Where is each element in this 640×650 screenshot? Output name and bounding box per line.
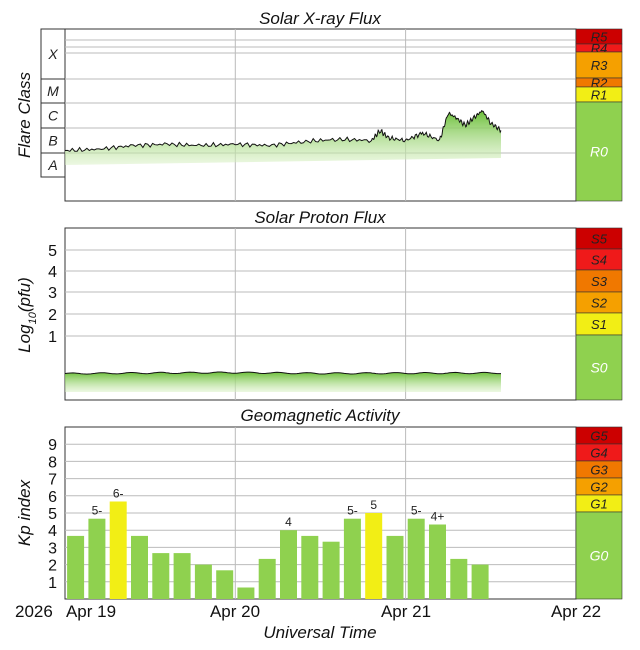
kp-bar bbox=[386, 535, 404, 599]
geomag-gridlines bbox=[65, 427, 576, 599]
geomag-panel: Geomagnetic Activity Kp index 987654321 … bbox=[15, 406, 623, 600]
geomag-ylabel: Kp index bbox=[15, 479, 34, 546]
kp-y-tick: 7 bbox=[48, 472, 57, 489]
proton-flux-line bbox=[64, 371, 501, 375]
proton-ylabel: Log10(pfu) bbox=[15, 277, 39, 353]
kp-bar-label: 5- bbox=[411, 504, 422, 518]
kp-bar bbox=[109, 501, 127, 599]
kp-bar bbox=[237, 587, 255, 599]
kp-bar bbox=[471, 564, 489, 599]
scale-segment-g0 bbox=[575, 511, 623, 600]
scale-label-s1: S1 bbox=[591, 317, 607, 332]
kp-bar-label: 6- bbox=[113, 487, 124, 501]
scale-label-r1: R1 bbox=[591, 88, 608, 103]
kp-bar bbox=[407, 518, 425, 599]
proton-y-ticks: 5 4 3 2 1 bbox=[48, 243, 57, 346]
kp-y-tick: 5 bbox=[48, 506, 57, 523]
kp-bar bbox=[280, 530, 297, 599]
proton-y-tick: 5 bbox=[48, 243, 57, 260]
xray-ylabel: Flare Class bbox=[15, 72, 34, 158]
flare-class-b: B bbox=[48, 133, 57, 149]
kp-y-tick: 6 bbox=[48, 489, 57, 506]
geomag-storm-scale: G5 G4 G3 G2 G1 G0 bbox=[575, 426, 623, 600]
scale-label-s2: S2 bbox=[591, 296, 608, 311]
scale-label-g2: G2 bbox=[590, 480, 608, 495]
kp-bar bbox=[131, 535, 148, 599]
proton-title: Solar Proton Flux bbox=[254, 208, 386, 227]
kp-bar bbox=[258, 558, 276, 599]
xray-flux-line bbox=[64, 109, 502, 153]
x-axis: 2026 Apr 19 Apr 20 Apr 21 Apr 22 Universal … bbox=[15, 602, 601, 642]
kp-bar bbox=[450, 558, 468, 599]
xray-title: Solar X-ray Flux bbox=[259, 9, 381, 28]
scale-label-g1: G1 bbox=[590, 497, 607, 512]
kp-bar bbox=[88, 518, 106, 599]
scale-segment-s0 bbox=[575, 334, 623, 401]
kp-bars: 5- 6- 4 5- 5 5- 4+ bbox=[67, 487, 489, 599]
kp-bar-label: 4+ bbox=[431, 510, 445, 524]
kp-y-tick: 8 bbox=[48, 454, 57, 471]
proton-y-tick: 2 bbox=[48, 307, 57, 324]
proton-gridlines bbox=[65, 228, 576, 400]
kp-bar bbox=[301, 535, 319, 599]
scale-segment-r3 bbox=[575, 51, 623, 79]
x-axis-label: Universal Time bbox=[263, 623, 376, 642]
proton-y-tick: 4 bbox=[48, 264, 57, 281]
kp-bar-label: 5- bbox=[347, 504, 358, 518]
x-axis-year: 2026 bbox=[15, 602, 53, 621]
kp-bar bbox=[194, 564, 212, 599]
kp-bar bbox=[173, 553, 191, 599]
flare-class-a: A bbox=[47, 157, 57, 173]
scale-segment-r0 bbox=[575, 101, 623, 202]
proton-y-tick: 1 bbox=[48, 329, 57, 346]
scale-label-g5: G5 bbox=[590, 429, 608, 444]
proton-flux-area bbox=[65, 372, 501, 392]
kp-bar bbox=[343, 518, 361, 599]
x-axis-ticks: Apr 19 Apr 20 Apr 21 Apr 22 bbox=[66, 602, 601, 621]
scale-label-s0: S0 bbox=[590, 360, 607, 376]
scale-label-s4: S4 bbox=[591, 253, 607, 268]
scale-label-s5: S5 bbox=[591, 232, 608, 247]
scale-label-s3: S3 bbox=[591, 274, 608, 289]
x-axis-tick: Apr 19 bbox=[66, 602, 116, 621]
xray-flux-area bbox=[65, 110, 501, 165]
kp-bar bbox=[67, 535, 85, 599]
flare-class-c: C bbox=[48, 108, 59, 124]
xray-plot-area bbox=[64, 28, 577, 202]
scale-label-r5: R5 bbox=[591, 30, 608, 45]
kp-bar bbox=[429, 524, 446, 599]
kp-bar bbox=[152, 553, 170, 599]
kp-bar-label: 5 bbox=[370, 498, 377, 512]
scale-label-g3: G3 bbox=[590, 463, 608, 478]
flare-class-m: M bbox=[47, 83, 59, 99]
geomag-title: Geomagnetic Activity bbox=[240, 406, 401, 425]
x-axis-tick: Apr 22 bbox=[551, 602, 601, 621]
kp-y-tick: 9 bbox=[48, 437, 57, 454]
kp-y-tick: 4 bbox=[48, 523, 57, 540]
kp-y-tick: 2 bbox=[48, 558, 57, 575]
kp-bar bbox=[365, 513, 383, 599]
kp-bar-label: 5- bbox=[92, 504, 103, 518]
x-axis-tick: Apr 21 bbox=[381, 602, 431, 621]
proton-radiation-storm-scale: S5 S4 S3 S2 S1 S0 bbox=[575, 227, 623, 401]
kp-bar bbox=[216, 570, 234, 599]
scale-label-g0: G0 bbox=[590, 548, 609, 564]
flare-class-x: X bbox=[47, 46, 58, 62]
proton-y-tick: 3 bbox=[48, 285, 57, 302]
kp-bar bbox=[322, 541, 340, 599]
kp-bar-label: 4 bbox=[285, 515, 292, 529]
scale-label-g4: G4 bbox=[590, 446, 607, 461]
scale-label-r3: R3 bbox=[591, 58, 608, 73]
kp-y-tick: 3 bbox=[48, 540, 57, 557]
scale-label-r0: R0 bbox=[590, 144, 608, 160]
x-axis-tick: Apr 20 bbox=[210, 602, 260, 621]
kp-y-tick: 1 bbox=[48, 575, 57, 592]
